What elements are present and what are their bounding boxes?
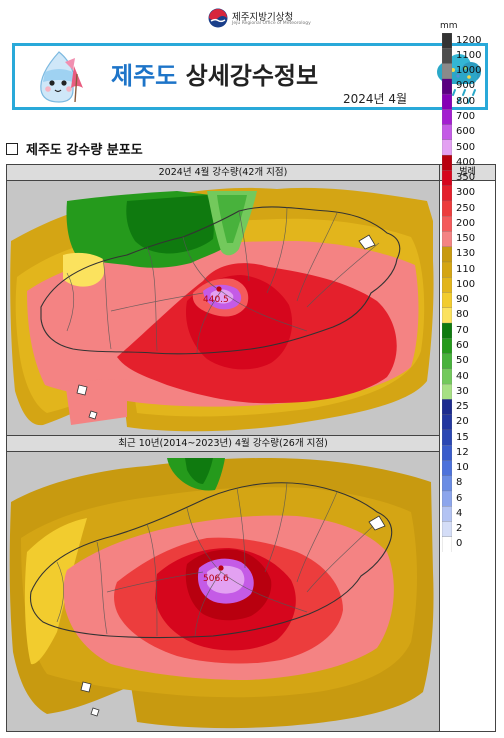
- legend-swatch: [442, 93, 452, 110]
- legend-unit: mm: [440, 21, 458, 31]
- legend-level-label: 70: [456, 324, 469, 336]
- legend-level-label: 130: [456, 248, 476, 260]
- legend-swatch: [442, 139, 452, 156]
- legend-swatch: [442, 261, 452, 278]
- legend-level-label: 1100: [456, 49, 482, 61]
- legend-swatch: [442, 490, 452, 507]
- legend-level-label: 250: [456, 202, 476, 214]
- map2-panel: 506.6: [7, 452, 439, 731]
- legend-swatch: [442, 170, 452, 187]
- legend-level-label: 90: [456, 294, 469, 306]
- legend-level-label: 1000: [456, 65, 482, 77]
- legend-swatch: [442, 536, 452, 552]
- legend-swatch: [442, 429, 452, 446]
- header-logo: 제주지방기상청 Jeju Regional Office of Meteorol…: [0, 6, 504, 32]
- grid-divider-vertical: [439, 165, 440, 731]
- legend-level-label: 20: [456, 416, 469, 428]
- report-date: 2024년 4월: [343, 92, 408, 106]
- legend-swatch: [442, 48, 452, 64]
- legend-level-label: 12: [456, 446, 469, 458]
- map1-max-label: 440.5: [203, 295, 229, 305]
- legend-swatch: [442, 78, 452, 95]
- grid-divider-horizontal: [7, 435, 439, 436]
- legend-swatch: [442, 414, 452, 431]
- legend-swatch: [442, 399, 452, 416]
- kma-logo-icon: [208, 8, 228, 28]
- legend-level-label: 200: [456, 217, 476, 229]
- legend-level-label: 15: [456, 431, 469, 443]
- legend-level-label: 10: [456, 462, 469, 473]
- title-banner: 제주도 상세강수정보 2024년 4월: [12, 43, 488, 110]
- checkbox-square-icon: [6, 143, 18, 155]
- legend-swatch: [442, 307, 452, 324]
- title-region: 제주도: [111, 62, 178, 90]
- mascot-icon: [40, 51, 83, 103]
- legend-title: 범례: [440, 165, 495, 181]
- legend-level-label: 1200: [456, 34, 482, 46]
- org-subtitle: Jeju Regional Office of Meteorology: [232, 21, 311, 26]
- legend-level-label: 6: [456, 492, 463, 504]
- legend-swatch: [442, 322, 452, 339]
- legend-level-label: 150: [456, 233, 476, 245]
- legend-swatch: [442, 63, 452, 80]
- legend-level-label: 100: [456, 278, 476, 290]
- map2-max-point-marker: [218, 565, 224, 571]
- legend-swatch: [442, 124, 452, 141]
- page-title: 제주도 상세강수정보: [111, 56, 318, 91]
- legend-level-label: 40: [456, 370, 469, 382]
- map1-rainfall-map: 440.5: [7, 181, 439, 435]
- legend-level-label: 25: [456, 401, 469, 412]
- map2-title: 최근 10년(2014~2023년) 4월 강수량(26개 지점): [7, 436, 439, 452]
- legend-swatch: [442, 109, 452, 126]
- legend-swatch: [442, 338, 452, 355]
- legend-swatch: [442, 444, 452, 461]
- legend-level-label: 30: [456, 385, 469, 397]
- legend-swatch: [442, 506, 452, 522]
- legend-swatch: [442, 277, 452, 293]
- legend-level-label: 60: [456, 339, 469, 351]
- legend-swatch: [442, 460, 452, 477]
- legend-level-label: 300: [456, 187, 476, 199]
- legend-swatch: [442, 185, 452, 202]
- legend-swatch: [442, 154, 452, 171]
- legend-swatch: [442, 246, 452, 263]
- legend-color-bar: [442, 33, 452, 552]
- section-title-text: 제주도 강수량 분포도: [26, 143, 143, 158]
- legend-swatch: [442, 353, 452, 370]
- legend-level-label: 350: [456, 172, 476, 183]
- legend-level-label: 0: [456, 538, 463, 550]
- map-grid: 2024년 4월 강수량(42개 지점) 범례: [6, 164, 496, 732]
- legend-swatch: [442, 33, 452, 49]
- legend-level-label: 500: [456, 141, 476, 153]
- map2-rainfall-map: 506.6: [7, 452, 439, 731]
- legend-level-label: 50: [456, 355, 469, 367]
- legend-swatch: [442, 475, 452, 492]
- map2-max-label: 506.6: [203, 574, 229, 584]
- legend-level-label: 4: [456, 507, 463, 519]
- legend-swatch: [442, 383, 452, 400]
- legend-level-label: 600: [456, 126, 476, 138]
- legend-swatch: [442, 231, 452, 248]
- map1-panel: 440.5: [7, 181, 439, 435]
- legend-swatch: [442, 200, 452, 217]
- legend-level-label: 800: [456, 95, 476, 107]
- legend-swatch: [442, 521, 452, 538]
- legend-swatch: [442, 292, 452, 309]
- legend-swatch: [442, 368, 452, 385]
- legend-level-label: 900: [456, 80, 476, 92]
- legend-level-label: 400: [456, 156, 476, 168]
- legend-swatch: [442, 216, 452, 232]
- org-name: 제주지방기상청: [232, 12, 294, 23]
- section-heading: 제주도 강수량 분포도: [6, 139, 143, 158]
- legend-level-label: 2: [456, 523, 463, 535]
- legend-level-label: 80: [456, 309, 469, 321]
- legend-level-label: 700: [456, 111, 476, 122]
- map1-title: 2024년 4월 강수량(42개 지점): [7, 165, 439, 181]
- legend-level-label: 8: [456, 477, 463, 489]
- map1-max-point-marker: [216, 286, 222, 292]
- title-text: 상세강수정보: [185, 62, 319, 90]
- legend-level-label: 110: [456, 263, 476, 275]
